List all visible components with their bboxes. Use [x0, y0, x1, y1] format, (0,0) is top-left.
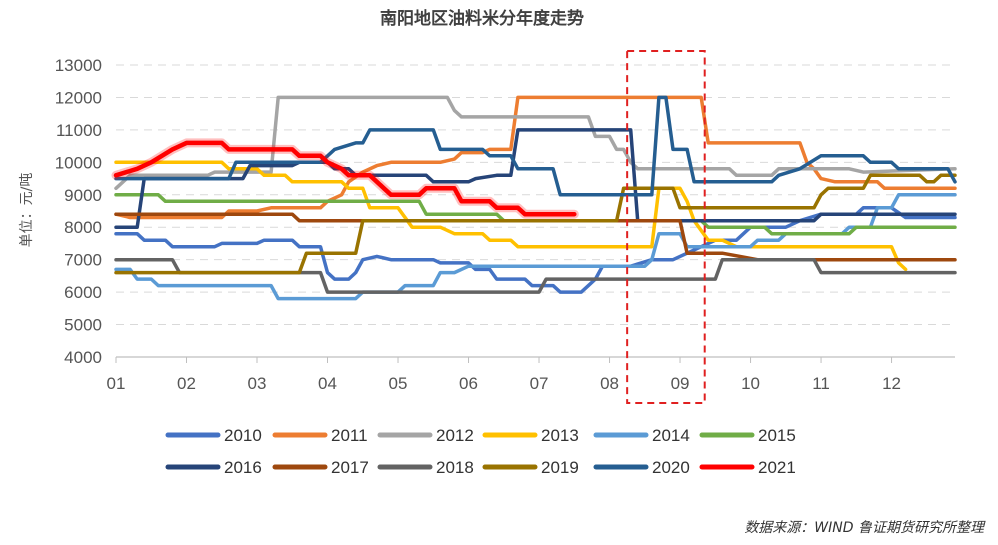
x-tick-label: 09 [671, 374, 690, 393]
legend-label-2010: 2010 [224, 426, 262, 445]
x-tick-label: 02 [177, 374, 196, 393]
legend-label-2016: 2016 [224, 458, 262, 477]
legend-label-2011: 2011 [331, 426, 368, 445]
y-tick-label: 5000 [64, 316, 102, 335]
legend-label-2014: 2014 [652, 426, 690, 445]
series-line-2012 [114, 95, 957, 191]
y-tick-label: 12000 [55, 88, 102, 107]
x-tick-label: 10 [741, 374, 760, 393]
x-tick-label: 04 [318, 374, 337, 393]
y-axis-label: 单位：元/吨 [19, 173, 35, 248]
x-tick-label: 07 [530, 374, 549, 393]
series-line-2020 [114, 95, 957, 197]
legend-label-2021: 2021 [758, 458, 796, 477]
x-tick-label: 11 [812, 374, 830, 393]
series-line-2019 [114, 173, 957, 275]
legend-label-2015: 2015 [758, 426, 796, 445]
y-tick-label: 10000 [55, 153, 102, 172]
y-tick-labels: 4000 5000 6000 7000 8000 9000 10000 11000 12000 1… [55, 56, 102, 367]
legend-label-2018: 2018 [436, 458, 474, 477]
highlight-box [626, 50, 706, 404]
legend-label-2019: 2019 [541, 458, 579, 477]
chart-title: 南阳地区油料米分年度走势 [380, 8, 584, 29]
y-tick-label: 4000 [64, 348, 102, 367]
x-tick-label: 08 [600, 374, 619, 393]
legend-label-2013: 2013 [541, 426, 579, 445]
legend-label-2020: 2020 [652, 458, 690, 477]
x-tick-label: 12 [882, 374, 901, 393]
series-line-2015 [114, 193, 957, 236]
y-tick-label: 7000 [64, 251, 102, 270]
x-tick-label: 05 [389, 374, 408, 393]
source-note: 数据来源：WIND 鲁证期货研究所整理 [744, 520, 986, 536]
series-line-2014 [114, 193, 957, 301]
series-line-2011 [114, 95, 957, 220]
legend: 2010 2011 2012 2013 2014 2015 2016 2017 2018 2019… [165, 426, 796, 477]
y-tick-label: 6000 [64, 283, 102, 302]
series-line-2016 [114, 128, 957, 229]
y-tick-label: 9000 [64, 186, 102, 205]
y-tick-label: 8000 [64, 218, 102, 237]
legend-label-2012: 2012 [436, 426, 474, 445]
x-tick-label: 06 [459, 374, 478, 393]
axes [115, 356, 955, 363]
x-tick-labels: 01 02 03 04 05 06 07 08 09 10 11 12 [107, 374, 901, 393]
series-lines [111, 95, 957, 301]
y-tick-label: 13000 [55, 56, 102, 75]
x-tick-label: 01 [107, 374, 126, 393]
series-line-2013 [114, 160, 908, 272]
series-line-2021 [113, 140, 577, 217]
legend-label-2017: 2017 [331, 458, 369, 477]
y-tick-label: 11000 [56, 121, 102, 140]
x-tick-label: 03 [248, 374, 267, 393]
